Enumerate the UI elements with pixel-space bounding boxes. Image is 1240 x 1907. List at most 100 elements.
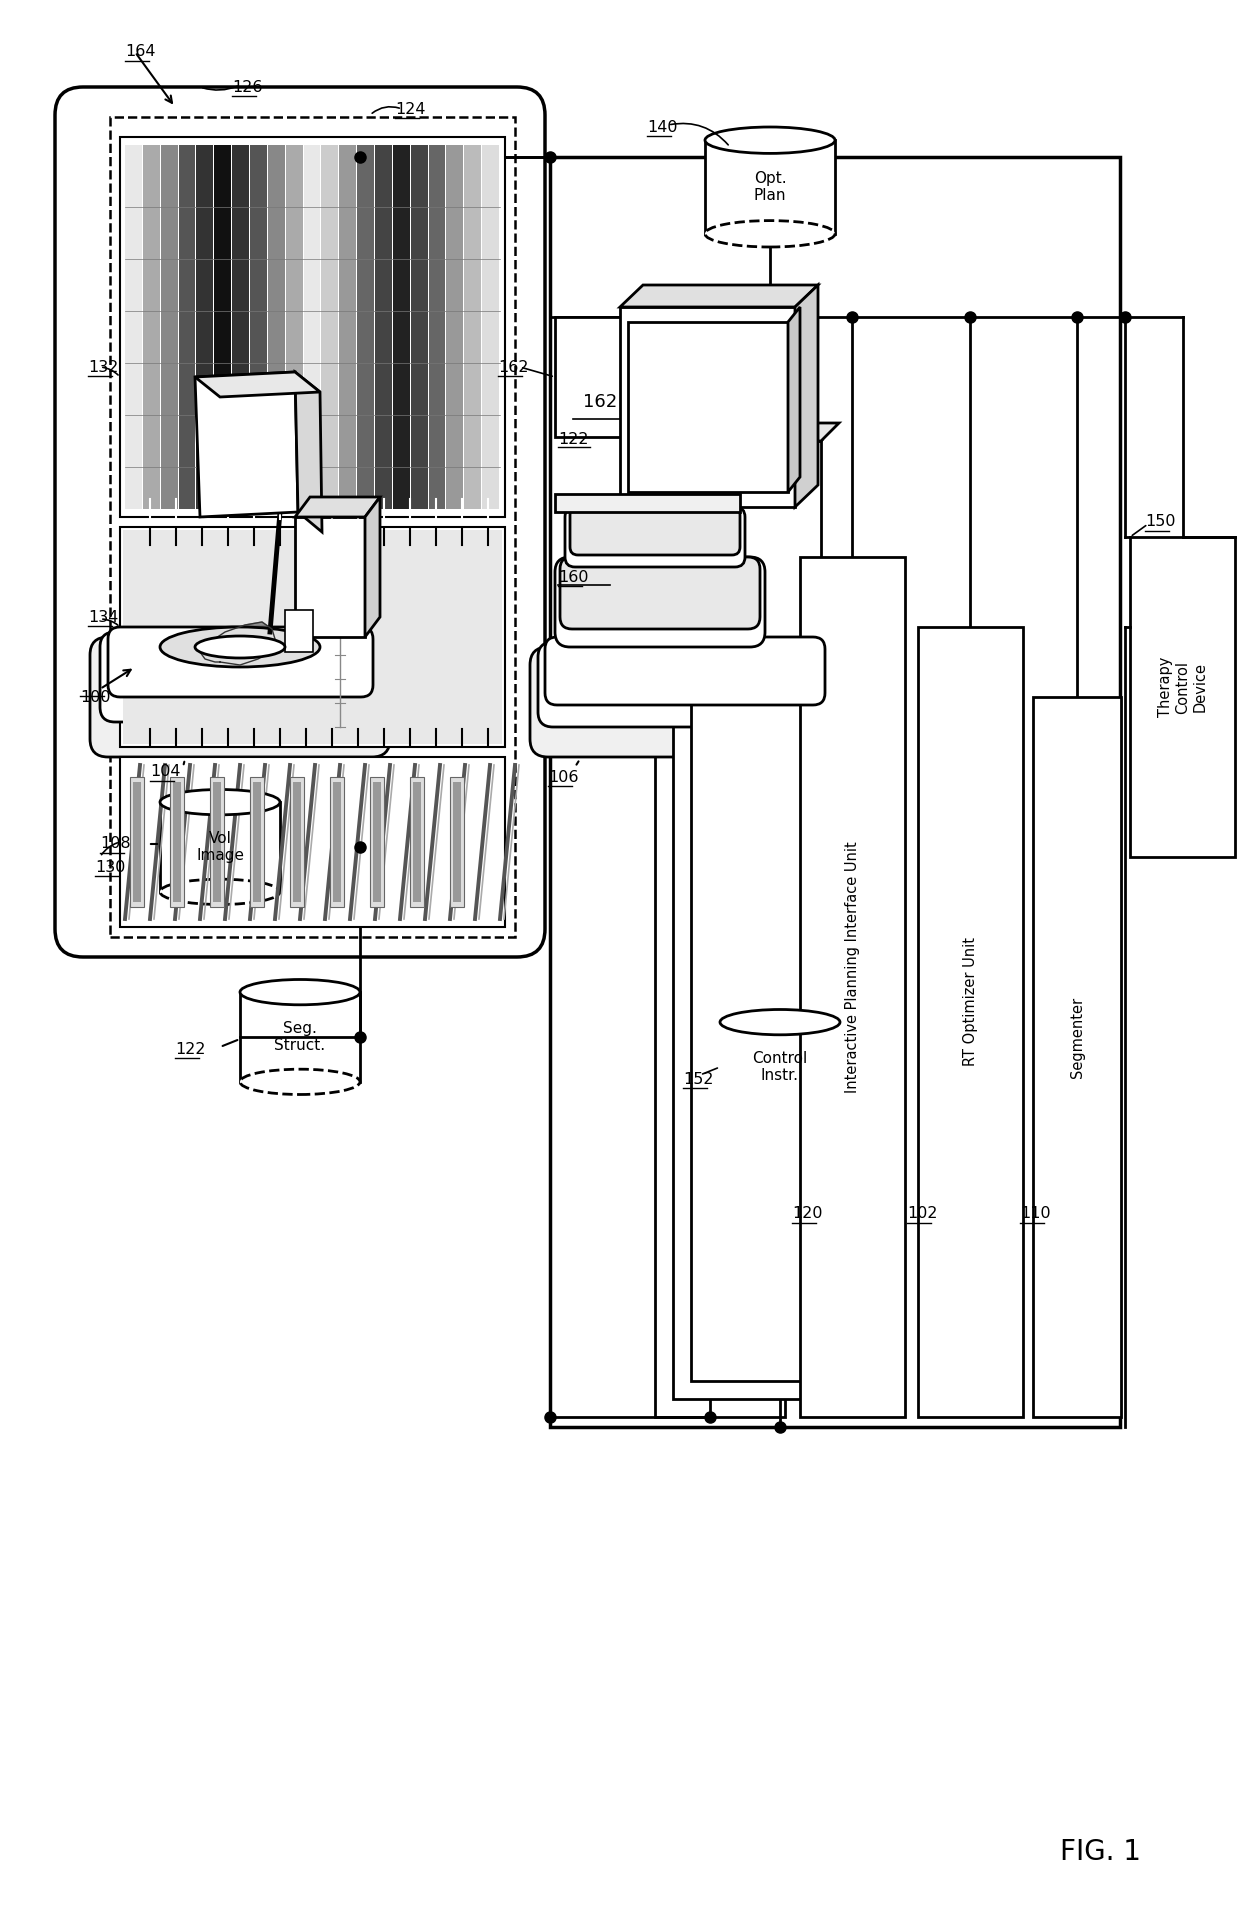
FancyBboxPatch shape <box>570 507 740 555</box>
FancyBboxPatch shape <box>565 507 745 566</box>
Text: 108: 108 <box>100 837 130 852</box>
Bar <box>179 145 196 509</box>
Text: 104: 104 <box>150 765 181 780</box>
Bar <box>334 782 341 902</box>
Bar <box>232 145 249 509</box>
Bar <box>413 782 422 902</box>
Text: 160: 160 <box>558 570 589 585</box>
Text: Segmenter: Segmenter <box>1069 997 1085 1077</box>
Bar <box>110 116 515 936</box>
Bar <box>125 145 141 509</box>
Text: Therapy
Control
Device: Therapy Control Device <box>1158 656 1208 717</box>
Text: 120: 120 <box>792 1207 822 1222</box>
Polygon shape <box>295 498 379 517</box>
Text: 122: 122 <box>175 1041 206 1056</box>
Text: Control
Instr.: Control Instr. <box>753 1051 807 1083</box>
Bar <box>556 317 645 437</box>
Bar <box>706 141 835 235</box>
Polygon shape <box>195 372 320 397</box>
Text: 134: 134 <box>88 610 118 624</box>
Bar <box>627 322 787 492</box>
Bar <box>161 145 177 509</box>
Bar <box>918 627 1023 1417</box>
FancyBboxPatch shape <box>100 631 379 723</box>
Bar <box>304 145 320 509</box>
Bar <box>290 776 304 908</box>
Bar <box>268 145 285 509</box>
Polygon shape <box>295 372 322 532</box>
Text: 106: 106 <box>548 770 579 784</box>
Bar <box>370 776 384 908</box>
Ellipse shape <box>720 1009 839 1036</box>
Polygon shape <box>365 498 379 637</box>
Bar <box>241 992 360 1081</box>
Ellipse shape <box>160 789 280 814</box>
Text: 110: 110 <box>1021 1207 1050 1222</box>
FancyBboxPatch shape <box>546 637 825 706</box>
Bar <box>170 776 184 908</box>
FancyBboxPatch shape <box>529 646 839 757</box>
Text: 130: 130 <box>95 860 125 875</box>
FancyBboxPatch shape <box>556 557 765 646</box>
Bar <box>130 776 144 908</box>
Polygon shape <box>691 441 821 1381</box>
Bar <box>120 757 505 927</box>
Bar <box>340 145 356 509</box>
FancyBboxPatch shape <box>108 627 373 696</box>
FancyBboxPatch shape <box>538 643 833 727</box>
Bar <box>160 803 280 892</box>
Ellipse shape <box>706 221 835 248</box>
FancyBboxPatch shape <box>55 88 546 957</box>
Text: 164: 164 <box>125 44 155 59</box>
Polygon shape <box>195 372 298 517</box>
Polygon shape <box>691 423 839 441</box>
Bar <box>330 776 343 908</box>
Text: Seg.
Struct.: Seg. Struct. <box>274 1020 326 1053</box>
Bar <box>321 145 339 509</box>
Text: 124: 124 <box>396 101 425 116</box>
Bar <box>295 517 365 637</box>
Ellipse shape <box>241 1070 360 1095</box>
Bar <box>800 557 905 1417</box>
Bar <box>374 145 392 509</box>
Polygon shape <box>655 477 785 1417</box>
Text: Opt.
Plan: Opt. Plan <box>754 172 786 204</box>
Text: Vol
Image: Vol Image <box>196 831 244 864</box>
FancyBboxPatch shape <box>91 637 391 757</box>
Bar <box>253 782 260 902</box>
Polygon shape <box>200 622 275 666</box>
Ellipse shape <box>241 980 360 1005</box>
Polygon shape <box>787 307 800 492</box>
Bar <box>196 145 213 509</box>
Text: 102: 102 <box>906 1207 937 1222</box>
Ellipse shape <box>706 128 835 153</box>
Bar <box>393 145 409 509</box>
Text: 132: 132 <box>88 360 118 374</box>
Text: Interactive Planning Interface Unit: Interactive Planning Interface Unit <box>844 841 861 1093</box>
Ellipse shape <box>720 1098 839 1125</box>
Text: 162: 162 <box>583 393 618 412</box>
Bar <box>210 776 224 908</box>
Bar <box>133 782 141 902</box>
Text: FIG. 1: FIG. 1 <box>1060 1838 1141 1867</box>
Bar <box>620 307 795 507</box>
Polygon shape <box>620 284 818 307</box>
Text: 126: 126 <box>232 80 263 95</box>
FancyBboxPatch shape <box>560 557 760 629</box>
Bar <box>464 145 481 509</box>
Bar <box>120 137 505 517</box>
Text: 122: 122 <box>558 431 589 446</box>
Ellipse shape <box>160 627 320 667</box>
Bar <box>143 145 160 509</box>
Bar <box>357 145 374 509</box>
Text: 140: 140 <box>647 120 677 135</box>
Ellipse shape <box>195 637 285 658</box>
Polygon shape <box>673 460 804 1400</box>
Bar <box>215 145 231 509</box>
Polygon shape <box>795 284 818 507</box>
Bar <box>720 1022 839 1112</box>
Bar <box>250 776 264 908</box>
Ellipse shape <box>160 879 280 904</box>
Bar <box>450 776 464 908</box>
Bar <box>1130 538 1235 856</box>
